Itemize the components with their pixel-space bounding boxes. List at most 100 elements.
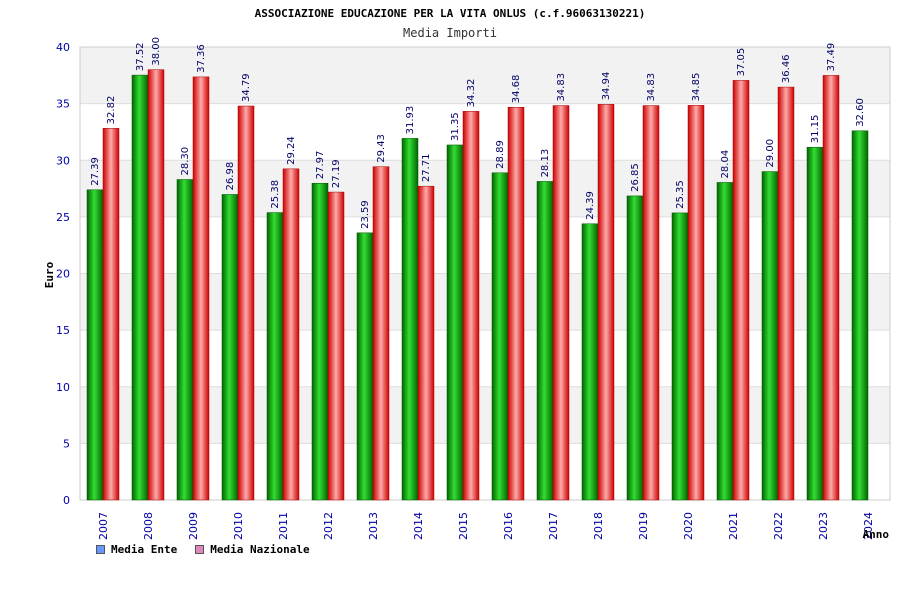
data-label: 25.38 (270, 180, 281, 209)
grid-band (80, 330, 890, 387)
data-label: 37.49 (826, 43, 837, 72)
legend-swatch-media-nazionale (195, 545, 205, 554)
data-label: 34.32 (466, 79, 477, 108)
x-tick-label-2022: 2022 (772, 512, 785, 540)
x-tick-label-2012: 2012 (322, 512, 335, 540)
data-label: 26.98 (225, 162, 236, 191)
x-tick-label-2017: 2017 (547, 512, 560, 540)
data-label: 37.52 (135, 42, 146, 71)
data-label: 36.46 (781, 54, 792, 83)
y-tick-label: 10 (56, 381, 70, 394)
data-label: 23.59 (360, 200, 371, 229)
data-label: 34.83 (556, 73, 567, 102)
x-tick-label-2013: 2013 (367, 512, 380, 540)
bar-media-ente-2017 (536, 181, 554, 501)
legend-item-media-nazionale: Media Nazionale (195, 543, 310, 556)
grid-band (80, 386, 890, 444)
x-tick-label-2021: 2021 (727, 512, 740, 540)
data-label: 24.39 (585, 191, 596, 220)
grid-band (80, 47, 890, 104)
x-tick-label-2007: 2007 (97, 512, 110, 540)
data-label: 27.39 (90, 157, 101, 186)
bar-media-nazionale-2016 (507, 106, 525, 501)
data-label: 31.93 (405, 106, 416, 135)
bar-media-ente-2021 (716, 182, 734, 501)
x-tick-label-2015: 2015 (457, 512, 470, 540)
data-label: 28.30 (180, 147, 191, 176)
bar-media-nazionale-2018 (597, 104, 615, 501)
y-tick-label: 35 (56, 98, 70, 111)
plot-area: 0 5 10 15 20 25 30 35 40 27.39 32.82 2007 37.52 38.00… (56, 37, 891, 540)
data-label: 37.36 (196, 44, 207, 73)
data-label: 31.15 (810, 115, 821, 144)
bar-media-nazionale-2008 (147, 69, 165, 501)
chart-subtitle: Media Importi (403, 26, 497, 40)
x-tick-label-2014: 2014 (412, 512, 425, 540)
bar-media-nazionale-2014 (417, 185, 435, 501)
y-tick-label: 0 (63, 494, 70, 507)
grid-band (80, 103, 890, 161)
plot-frame (79, 46, 891, 501)
bar-media-nazionale-2007 (102, 128, 120, 501)
bar-media-ente-2013 (356, 232, 374, 501)
bar-media-nazionale-2010 (237, 105, 255, 501)
data-label: 34.79 (241, 73, 252, 102)
data-label: 29.43 (376, 134, 387, 163)
data-label: 34.83 (646, 73, 657, 102)
x-tick-label-2024: 2024 (862, 512, 875, 540)
data-label: 27.19 (331, 159, 342, 188)
chart-title: ASSOCIAZIONE EDUCAZIONE PER LA VITA ONLU… (255, 7, 646, 20)
grid-band (80, 216, 890, 274)
bar-media-ente-2022 (761, 171, 779, 501)
grid-band (80, 443, 890, 500)
bar-media-ente-2019 (626, 195, 644, 501)
data-label: 37.05 (736, 48, 747, 77)
bar-media-nazionale-2019 (642, 105, 660, 501)
data-label: 28.13 (540, 149, 551, 178)
bar-media-nazionale-2009 (192, 76, 210, 501)
data-label: 25.35 (675, 180, 686, 209)
x-tick-label-2023: 2023 (817, 512, 830, 540)
y-tick-label: 15 (56, 324, 70, 337)
data-label: 34.94 (601, 72, 612, 101)
x-tick-label-2008: 2008 (142, 512, 155, 540)
data-label: 34.68 (511, 75, 522, 104)
y-tick-label: 30 (56, 154, 70, 167)
legend-label-media-nazionale: Media Nazionale (210, 543, 310, 556)
x-tick-label-2018: 2018 (592, 512, 605, 540)
bar-media-ente-2011 (266, 212, 284, 501)
bar-media-nazionale-2011 (282, 168, 300, 501)
bar-media-nazionale-2023 (822, 75, 840, 501)
data-label: 29.00 (765, 139, 776, 168)
bar-media-nazionale-2020 (687, 105, 705, 501)
bar-media-nazionale-2012 (327, 191, 345, 501)
bar-media-nazionale-2015 (462, 111, 480, 501)
bar-media-ente-2010 (221, 194, 239, 501)
legend-label-media-ente: Media Ente (111, 543, 178, 556)
data-label: 28.89 (495, 140, 506, 169)
data-label: 38.00 (151, 37, 162, 66)
bar-media-ente-2014 (401, 138, 419, 501)
x-tick-label-2020: 2020 (682, 512, 695, 540)
bar-media-ente-2012 (311, 182, 329, 501)
x-tick-label-2010: 2010 (232, 512, 245, 540)
y-tick-label: 40 (56, 41, 70, 54)
x-axis-label: Anno (863, 528, 890, 541)
bar-media-ente-2015 (446, 144, 464, 501)
data-label: 31.35 (450, 112, 461, 141)
data-label: 28.04 (720, 150, 731, 179)
data-label: 34.85 (691, 73, 702, 102)
bar-media-ente-2023 (806, 146, 824, 501)
y-axis-label: Euro (43, 261, 56, 288)
legend: Media Ente Media Nazionale (96, 543, 310, 556)
bar-media-ente-2024 (851, 130, 869, 501)
y-tick-label: 25 (56, 211, 70, 224)
data-label: 27.71 (421, 154, 432, 183)
data-label: 29.24 (286, 136, 297, 165)
legend-swatch-media-ente (96, 545, 105, 554)
data-label: 27.97 (315, 151, 326, 180)
data-label: 32.82 (106, 96, 117, 125)
grid-band (80, 273, 890, 331)
bar-media-ente-2009 (176, 179, 194, 501)
